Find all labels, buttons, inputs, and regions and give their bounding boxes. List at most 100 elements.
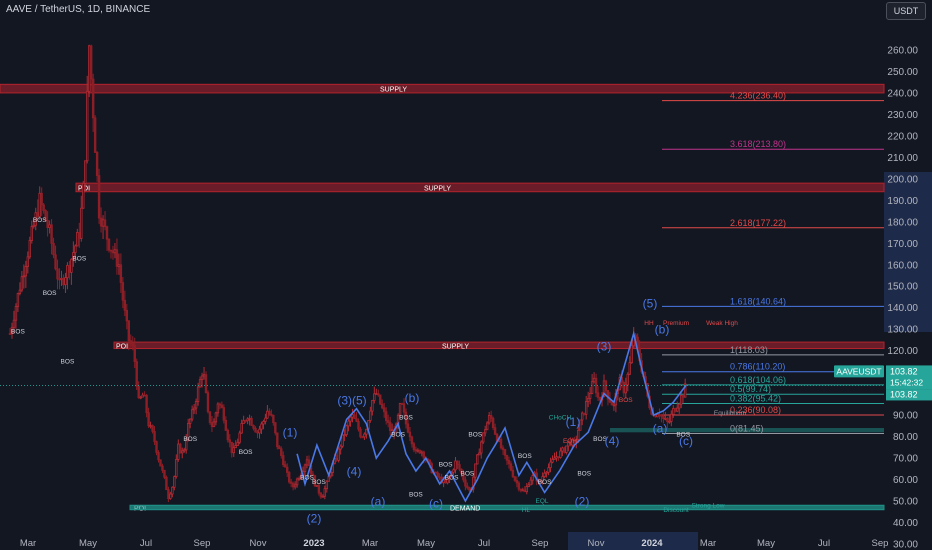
candle-body: [517, 482, 521, 490]
price-tick-label: 40.00: [893, 518, 918, 529]
candle-body: [519, 488, 523, 491]
hh-label: HH: [644, 320, 654, 327]
time-axis[interactable]: Mar May Jul Sep Nov 2023 Mar May Jul Sep Nov 2024 Ma…: [20, 538, 889, 549]
elliott-wave-layer: [296, 330, 687, 503]
time-tick-label: Mar: [362, 538, 378, 549]
candle-body: [99, 217, 103, 227]
candle-body: [200, 375, 204, 381]
hl-label: HL: [522, 507, 531, 514]
candle-body: [64, 277, 67, 286]
supply-zone: [113, 341, 885, 350]
wave-label: (4): [347, 464, 362, 478]
candle-body: [177, 443, 180, 460]
candle-body: [179, 443, 182, 454]
candle-body: [216, 403, 220, 414]
candle-body: [250, 417, 253, 426]
candle-body: [408, 431, 412, 438]
candle-body: [489, 415, 493, 419]
candle-body: [91, 78, 95, 119]
candle-body: [384, 411, 388, 422]
last-price-value: 103.82: [890, 366, 918, 376]
candle-body: [32, 224, 35, 227]
candle-body: [236, 441, 239, 446]
candle-body: [16, 293, 20, 307]
candle-body: [234, 445, 237, 449]
zone-label: SUPPLY: [424, 185, 451, 192]
candle-body: [446, 478, 449, 484]
candle-body: [113, 249, 117, 254]
candle-body: [624, 384, 627, 394]
bos-label: BOS: [577, 470, 591, 477]
candle-body: [313, 475, 317, 487]
candle-body: [127, 320, 131, 342]
candle-body: [157, 452, 160, 461]
candle-body: [335, 458, 338, 461]
candle-body: [584, 401, 588, 415]
candle-body: [680, 395, 683, 405]
candle-body: [547, 467, 550, 473]
fib-level-label: 0.5(99.74): [730, 384, 771, 394]
bos-label: BOS: [72, 255, 86, 262]
candle-body: [272, 414, 275, 424]
candle-body: [555, 456, 558, 459]
wave-label: (c): [679, 434, 693, 448]
demand-zone: [129, 504, 885, 511]
candle-body: [583, 412, 586, 415]
candle-body: [240, 423, 243, 434]
price-tick-label: 70.00: [893, 454, 918, 465]
candle-body: [165, 476, 168, 491]
candle-body: [676, 407, 679, 412]
candle-body: [369, 410, 372, 421]
candle-body: [630, 345, 633, 364]
price-tick-label: 220.00: [887, 131, 918, 142]
candle-body: [683, 383, 687, 398]
candle-body: [22, 275, 26, 278]
bos-label: BOS: [33, 217, 47, 224]
candle-body: [282, 455, 285, 466]
time-tick-label: May: [79, 538, 97, 549]
zone-label: DEMAND: [450, 505, 480, 512]
time-selection-highlight: [568, 532, 698, 550]
wave-label: (5): [643, 297, 658, 311]
price-selection-highlight: [884, 172, 932, 332]
candle-body: [594, 377, 598, 394]
currency-button[interactable]: USDT: [886, 2, 926, 20]
candle-body: [513, 476, 517, 481]
candle-body: [103, 219, 107, 228]
candle-body: [183, 449, 186, 452]
candle-body: [68, 265, 71, 273]
bos-label: BOS: [409, 492, 423, 499]
candle-body: [355, 418, 358, 422]
candle-body: [341, 434, 344, 447]
candle-body: [80, 207, 83, 239]
fib-level-label: 4.236(236.40): [730, 91, 786, 101]
candle-body: [507, 459, 511, 465]
symbol-tag: [834, 365, 884, 378]
candle-body: [529, 479, 532, 486]
candle-body: [466, 485, 469, 489]
symbol-tag-text: AAVEUSDT: [836, 366, 881, 376]
candle-body: [557, 456, 560, 459]
candle-body: [402, 403, 406, 413]
candle-body: [295, 478, 299, 486]
candle-body: [468, 487, 471, 491]
time-tick-label: Jul: [140, 538, 152, 549]
candle-body: [40, 192, 43, 206]
candle-body: [169, 493, 172, 500]
candle-body: [192, 407, 196, 411]
candle-body: [563, 447, 566, 453]
candle-body: [416, 449, 420, 452]
candle-body: [361, 436, 364, 439]
candle-body: [299, 474, 303, 479]
candle-body: [171, 486, 174, 495]
candle-body: [581, 412, 584, 421]
candle-body: [20, 276, 24, 291]
candle-body: [145, 394, 148, 414]
candle-body: [410, 436, 414, 445]
candle-body: [610, 401, 614, 406]
demand-zone-small: [610, 428, 884, 433]
candle-body: [319, 492, 323, 498]
candle-body: [452, 469, 455, 473]
